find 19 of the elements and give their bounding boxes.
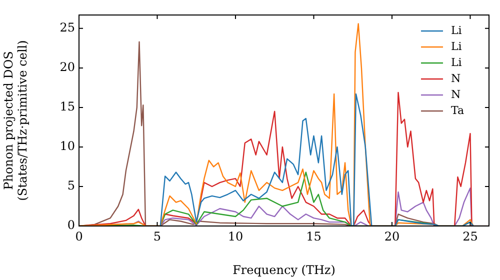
y-tick-label: 25 <box>60 20 75 35</box>
x-tick-label: 10 <box>228 229 244 244</box>
y-tick-label: 0 <box>67 218 75 232</box>
x-tick-label: 20 <box>384 229 400 244</box>
x-axis-title: Frequency (THz) <box>232 262 336 277</box>
y-axis-title: Phonon projected DOS (States/THz·primitive cell) <box>1 40 30 201</box>
x-tick-label: 15 <box>306 229 322 244</box>
legend-label: N <box>451 72 461 85</box>
y-tick-label: 15 <box>60 100 75 114</box>
legend-label: Li <box>451 24 462 37</box>
y-tick-label: 5 <box>67 178 75 193</box>
legend-label: Li <box>451 56 462 69</box>
legend-label: N <box>451 88 461 101</box>
legend-label: Li <box>451 40 462 53</box>
y-tick-label: 20 <box>60 60 75 74</box>
y-tick-label: 10 <box>60 139 75 154</box>
x-tick-label: 25 <box>462 229 478 244</box>
x-tick-label: 5 <box>153 229 162 244</box>
legend-label: Ta <box>451 104 464 117</box>
